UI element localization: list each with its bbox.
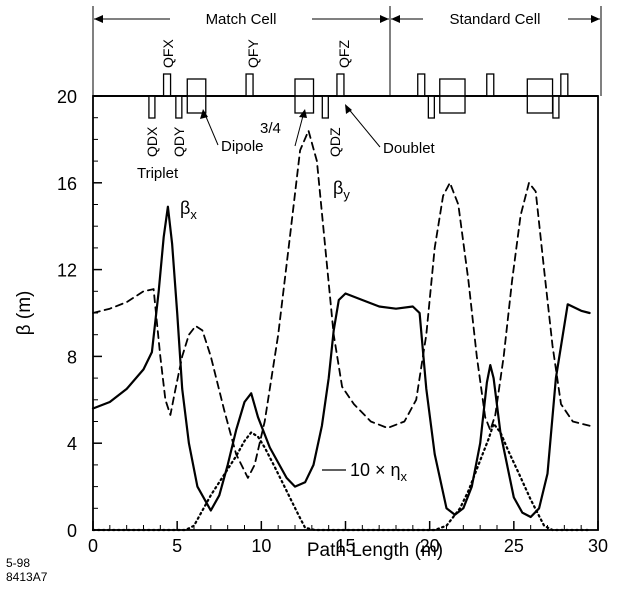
defocusing-quad [148, 95, 156, 119]
defocusing-quad [552, 95, 560, 119]
triplet-label: Triplet [137, 165, 179, 182]
series-line-0 [91, 205, 591, 519]
magnet-label-qdy: QDY [171, 126, 187, 157]
x-tick-label: 5 [172, 536, 182, 556]
y-axis-title: β (m) [14, 291, 35, 336]
y-tick-label: 20 [57, 87, 77, 107]
x-tick-label: 10 [251, 536, 271, 556]
dipole-pointer-right-head [299, 109, 307, 118]
defocusing-quad [427, 95, 436, 119]
y-tick-label: 0 [67, 521, 77, 541]
dipole-pointer-left-head [200, 109, 208, 119]
series-label-betay-base: β [333, 178, 343, 198]
x-tick-label: 0 [88, 536, 98, 556]
x-tick-label: 20 [420, 536, 440, 556]
series-label-eta: 10 × ηx [350, 460, 408, 484]
match-cell-arrowhead-left [94, 15, 103, 23]
figure-code-id: 8413A7 [6, 570, 48, 584]
focusing-quad [245, 73, 254, 97]
series-label-betax-sub: x [190, 207, 197, 222]
cell-span-header: Match Cell Standard Cell [92, 6, 602, 96]
standard-cell-arrowhead-left [391, 15, 400, 23]
focusing-quad [336, 73, 345, 97]
series-label-betax: βx [180, 198, 197, 222]
dipole-label-line1: 3/4 [260, 120, 281, 137]
y-tick-label: 12 [57, 261, 77, 281]
y-tick-label: 16 [57, 174, 77, 194]
y-axis-ticks: 0 4 8 12 16 20 [57, 87, 102, 541]
plot-frame [92, 95, 599, 531]
magnet-label-qdx: QDX [144, 126, 160, 157]
series-line-1 [92, 129, 591, 479]
focusing-quad [486, 73, 495, 97]
focusing-quad [417, 73, 426, 97]
x-tick-label: 15 [335, 536, 355, 556]
standard-cell-arrowhead-right [591, 15, 600, 23]
focusing-quad [560, 73, 569, 97]
x-axis-ticks: 0 5 10 15 20 25 30 [88, 521, 608, 556]
series-line-2 [91, 422, 591, 532]
standard-cell-label: Standard Cell [450, 11, 541, 28]
x-tick-label: 25 [504, 536, 524, 556]
x-tick-label: 30 [588, 536, 608, 556]
magnet-label-qfx: QFX [160, 39, 176, 68]
defocusing-quad [321, 95, 329, 119]
series-label-eta-base: 10 × η [350, 460, 401, 480]
focusing-quad [162, 73, 172, 97]
y-tick-label: 8 [67, 347, 77, 367]
magnet-label-qfy: QFY [245, 39, 261, 68]
y-tick-label: 4 [67, 434, 77, 454]
defocusing-quad [175, 95, 183, 119]
dipole-pointer-right [294, 111, 305, 147]
dipole-label-line2: Dipole [221, 138, 264, 155]
magnet-label-qfz: QFZ [336, 40, 352, 68]
series-label-eta-sub: x [401, 469, 408, 484]
series-label-betay-sub: y [343, 187, 350, 202]
doublet-label: Doublet [383, 140, 436, 157]
series-label-betay: βy [333, 178, 350, 202]
figure-code-date: 5-98 [6, 556, 30, 570]
doublet-pointer [346, 106, 381, 148]
series-label-betax-base: β [180, 198, 190, 218]
magnet-label-qdz: QDZ [327, 127, 343, 157]
match-cell-arrowhead-right [380, 15, 389, 23]
series-layer [91, 129, 591, 532]
match-cell-label: Match Cell [206, 11, 277, 28]
doublet-pointer-head [345, 104, 352, 114]
dipole-pointer-left [203, 111, 219, 146]
lattice-schematic [93, 73, 598, 119]
x-axis-title: Path Length (m) [307, 540, 443, 561]
